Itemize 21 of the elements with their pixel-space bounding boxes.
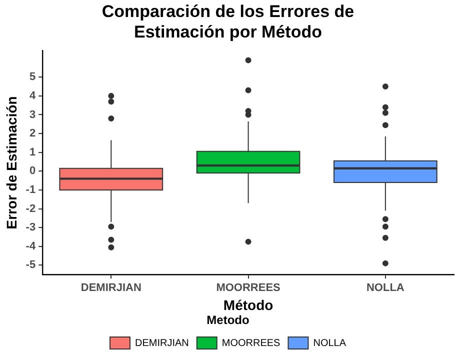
y-tick-label: -5 [26, 259, 36, 272]
y-tick-label: -2 [26, 202, 36, 215]
chart-title: Comparación de los Errores de Estimación por Método [102, 2, 354, 42]
legend-label: NOLLA [313, 338, 346, 349]
y-tick-label: 2 [29, 128, 36, 140]
y-tick-label: -4 [26, 240, 36, 252]
legend-label: MOORREES [222, 338, 281, 349]
y-tick-label: 1 [29, 146, 36, 158]
y-tick-label: 3 [29, 108, 36, 121]
x-tick-label: MOORREES [216, 282, 280, 294]
y-axis-title: Error de Estimación [3, 96, 20, 230]
y-tick-label: -3 [26, 222, 36, 234]
x-axis-title: Método [223, 297, 274, 314]
y-tick-label: 0 [29, 165, 36, 178]
legend-title: Metodo [206, 312, 250, 327]
y-tick-label: 4 [29, 90, 36, 102]
x-tick-label: NOLLA [366, 282, 404, 294]
legend-label: DEMIRJIAN [134, 338, 189, 349]
y-tick-label: 5 [29, 71, 36, 84]
x-tick-label: DEMIRJIAN [80, 282, 142, 294]
y-tick-label: -1 [26, 184, 36, 196]
